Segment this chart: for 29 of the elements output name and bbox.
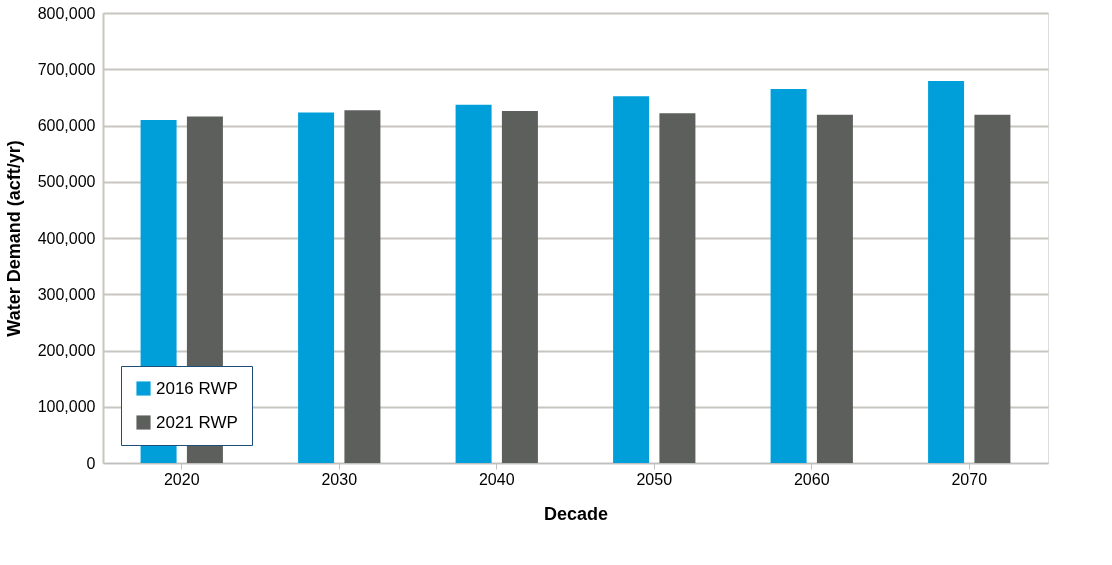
- y-tick-label: 100,000: [37, 398, 96, 416]
- bar: [344, 110, 381, 463]
- x-axis-title: Decade: [543, 503, 609, 524]
- y-tick-label: 500,000: [37, 173, 96, 191]
- y-tick-label: 0: [86, 454, 96, 472]
- x-tick-label: 2040: [478, 470, 515, 488]
- bar: [928, 81, 965, 463]
- y-tick-label: 800,000: [37, 4, 96, 22]
- y-tick-label: 300,000: [37, 285, 96, 303]
- bar: [659, 113, 696, 463]
- y-tick-label: 400,000: [37, 229, 96, 247]
- x-tick-label: 2030: [321, 470, 358, 488]
- y-axis-title: Water Demand (acft/yr): [3, 140, 24, 337]
- bar: [816, 114, 853, 463]
- bar: [613, 96, 650, 463]
- y-tick-label: 200,000: [37, 342, 96, 359]
- x-tick-label: 2060: [793, 470, 830, 488]
- legend-label: 2021 RWP: [156, 412, 238, 432]
- x-tick-label: 2020: [163, 470, 200, 488]
- x-tick-label: 2070: [951, 470, 988, 488]
- x-tick-label: 2050: [636, 470, 673, 488]
- bar: [455, 104, 492, 463]
- bar: [974, 114, 1011, 463]
- bar: [298, 112, 335, 463]
- bar: [501, 110, 538, 463]
- y-tick-label: 600,000: [37, 117, 96, 134]
- y-tick-label: 700,000: [37, 60, 96, 78]
- bar: [770, 88, 807, 463]
- legend-label: 2016 RWP: [156, 378, 238, 398]
